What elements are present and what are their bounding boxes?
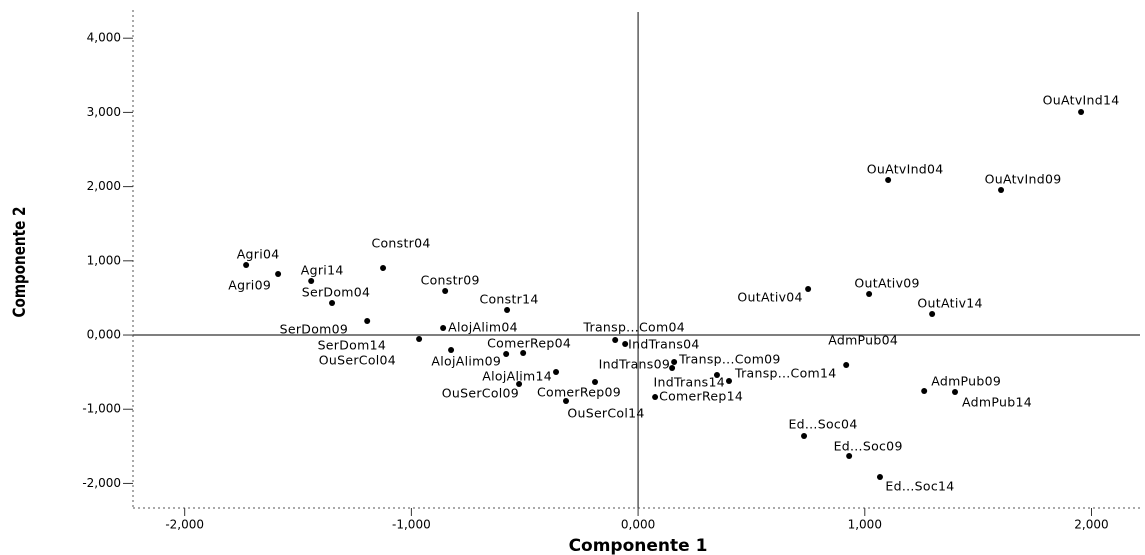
point-label: ComerRep09 bbox=[537, 384, 621, 399]
point-label: Constr04 bbox=[371, 236, 430, 251]
point bbox=[866, 290, 873, 297]
y-axis-title: Componente 2 bbox=[10, 207, 30, 318]
y-tick-label: 2,000 bbox=[87, 179, 121, 193]
point-label: OuAtvInd14 bbox=[1043, 93, 1120, 108]
point-label: OuSerCol09 bbox=[442, 386, 519, 401]
point-label: Transp...Com09 bbox=[678, 352, 781, 367]
point-label: Transp...Com04 bbox=[582, 319, 685, 334]
point-label: AlojAlim04 bbox=[448, 320, 518, 335]
y-tick-label: 1,000 bbox=[87, 253, 121, 267]
y-tick-label: 4,000 bbox=[87, 31, 121, 45]
point-label: Ed...Soc04 bbox=[788, 417, 857, 432]
point-label: Ed...Soc14 bbox=[885, 479, 954, 494]
point bbox=[516, 381, 523, 388]
point bbox=[308, 278, 315, 285]
point bbox=[503, 351, 510, 358]
point bbox=[364, 317, 371, 324]
x-tick-label: -1,000 bbox=[392, 518, 431, 532]
point-label: Agri04 bbox=[237, 247, 280, 262]
point bbox=[275, 271, 282, 278]
point bbox=[801, 433, 808, 440]
point bbox=[622, 341, 629, 348]
point-label: IndTrans14 bbox=[654, 375, 725, 390]
point-label: Constr09 bbox=[421, 273, 480, 288]
point-label: ComerRep04 bbox=[487, 336, 571, 351]
point-label: SerDom14 bbox=[318, 338, 387, 353]
point bbox=[520, 350, 527, 357]
point bbox=[805, 286, 812, 293]
point bbox=[592, 378, 599, 385]
x-tick-label: -2,000 bbox=[165, 518, 204, 532]
point bbox=[876, 474, 883, 481]
point-label: OuAtvInd09 bbox=[985, 172, 1062, 187]
point bbox=[380, 265, 387, 272]
point-label: OutAtiv09 bbox=[854, 275, 919, 290]
point-label: OutAtiv14 bbox=[917, 296, 982, 311]
x-tick-label: 0,000 bbox=[621, 518, 655, 532]
point bbox=[1078, 109, 1085, 116]
point-label: IndTrans04 bbox=[628, 337, 699, 352]
point bbox=[952, 389, 959, 396]
point-label: AlojAlim09 bbox=[431, 354, 501, 369]
y-tick-label: -2,000 bbox=[82, 476, 121, 490]
point bbox=[329, 300, 336, 307]
point bbox=[713, 372, 720, 379]
point-label: AdmPub09 bbox=[931, 374, 1001, 389]
point-label: SerDom09 bbox=[280, 321, 349, 336]
point-label: AdmPub14 bbox=[962, 395, 1032, 410]
point bbox=[652, 394, 659, 401]
point bbox=[843, 362, 850, 369]
x-tick-label: 2,000 bbox=[1074, 518, 1108, 532]
point-label: AlojAlim14 bbox=[482, 369, 552, 384]
point bbox=[440, 325, 447, 332]
point-label: Agri14 bbox=[301, 263, 344, 278]
point bbox=[553, 369, 560, 376]
point-label: Transp...Com14 bbox=[734, 366, 837, 381]
y-tick-label: 3,000 bbox=[87, 105, 121, 119]
point-label: OutAtiv04 bbox=[737, 290, 802, 305]
y-tick-label: 0,000 bbox=[87, 328, 121, 342]
point-label: IndTrans09 bbox=[599, 357, 670, 372]
y-tick-label: -1,000 bbox=[82, 402, 121, 416]
point-label: OuSerCol14 bbox=[567, 405, 644, 420]
point bbox=[671, 359, 678, 366]
point bbox=[921, 388, 928, 395]
point-label: SerDom04 bbox=[302, 285, 371, 300]
point bbox=[612, 336, 619, 343]
point bbox=[846, 453, 853, 460]
point bbox=[448, 347, 455, 354]
x-axis-title: Componente 1 bbox=[569, 536, 708, 555]
point bbox=[442, 288, 449, 295]
point bbox=[416, 336, 423, 343]
point-label: OuSerCol04 bbox=[319, 353, 396, 368]
point-label: OuAtvInd04 bbox=[867, 162, 944, 177]
point bbox=[504, 307, 511, 314]
point bbox=[725, 378, 732, 385]
point-label: AdmPub04 bbox=[828, 333, 898, 348]
point bbox=[885, 177, 892, 184]
point-label: Constr14 bbox=[479, 292, 538, 307]
point bbox=[929, 311, 936, 318]
point-label: ComerRep14 bbox=[659, 389, 743, 404]
point bbox=[562, 397, 569, 404]
x-tick-label: 1,000 bbox=[848, 518, 882, 532]
point bbox=[669, 365, 676, 372]
point bbox=[998, 187, 1005, 194]
point bbox=[243, 262, 250, 269]
point-label: Ed...Soc09 bbox=[834, 439, 903, 454]
point-label: Agri09 bbox=[228, 278, 271, 293]
